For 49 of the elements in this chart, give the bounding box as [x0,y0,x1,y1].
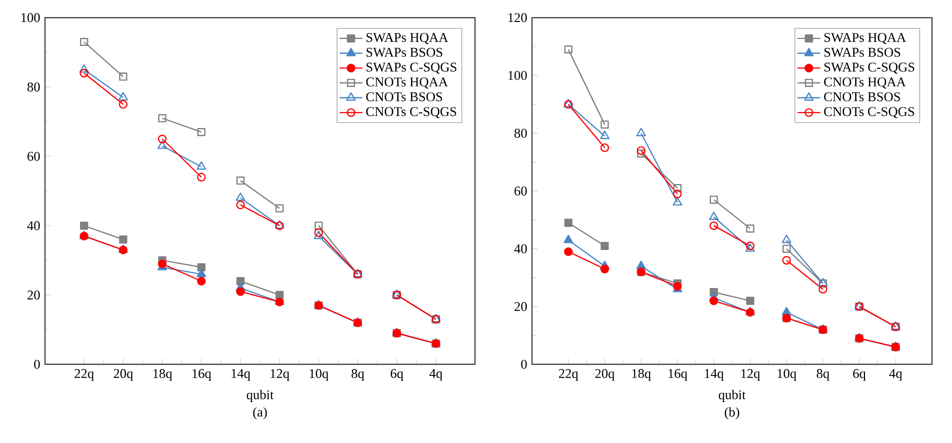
legend-label: SWAPs BSOS [824,48,900,57]
y-tick-label: 80 [27,82,40,92]
legend-label: SWAPs HQAA [824,33,906,44]
y-tick-label: 0 [34,360,40,369]
x-tick-label: 12q [270,369,290,381]
x-tick-label: 4q [889,369,902,381]
x-tick-label: 22q [558,369,578,381]
x-tick-label: 10q [778,369,796,381]
y-tick-label: 20 [514,302,527,312]
legend-label: SWAPs C-SQGS [824,62,914,74]
x-axis-title: qubit [718,390,746,402]
x-tick-label: 14q [232,369,250,381]
x-tick-label: 18q [632,369,651,381]
legend-label: SWAPs HQAA [366,33,448,44]
y-tick-label: 80 [514,128,527,138]
x-tick-label: 14q [704,369,724,381]
legend-label: CNOTs C-SQGS [366,107,456,118]
x-tick-label: 6q [390,369,404,381]
x-tick-label: 4q [430,369,442,381]
legend-label: SWAPs C-SQGS [366,62,456,74]
y-tick-label: 100 [508,70,527,80]
x-tick-label: 20q [114,369,133,381]
x-tick-label: 8q [352,369,364,381]
x-tick-label: 6q [853,369,866,381]
y-tick-label: 120 [508,13,527,22]
y-tick-label: 0 [521,360,527,369]
y-tick-label: 60 [28,152,40,161]
x-tick-label: 8q [816,369,830,381]
legend-label: CNOTs C-SQGS [824,107,914,118]
x-tick-label: 18q [153,369,172,381]
x-axis-title: qubit [246,390,274,402]
y-tick-label: 100 [21,13,40,22]
x-tick-label: 16q [192,369,212,381]
y-tick-label: 20 [28,290,40,300]
y-tick-label: 40 [27,221,40,230]
legend-label: SWAPs BSOS [366,48,442,57]
legend-label: CNOTs HQAA [824,77,906,88]
legend-label: CNOTs HQAA [366,77,448,88]
legend-label: CNOTs BSOS [366,92,442,102]
y-tick-label: 60 [514,186,527,196]
text: (b) [724,407,740,420]
x-tick-label: 20q [595,369,614,381]
x-tick-label: 22q [74,369,94,381]
y-tick-label: 40 [514,244,527,254]
text: (a) [253,407,267,420]
x-tick-label: 12q [741,369,760,381]
x-tick-label: 10q [310,369,328,381]
x-tick-label: 16q [668,369,688,381]
legend-label: CNOTs BSOS [824,92,900,102]
